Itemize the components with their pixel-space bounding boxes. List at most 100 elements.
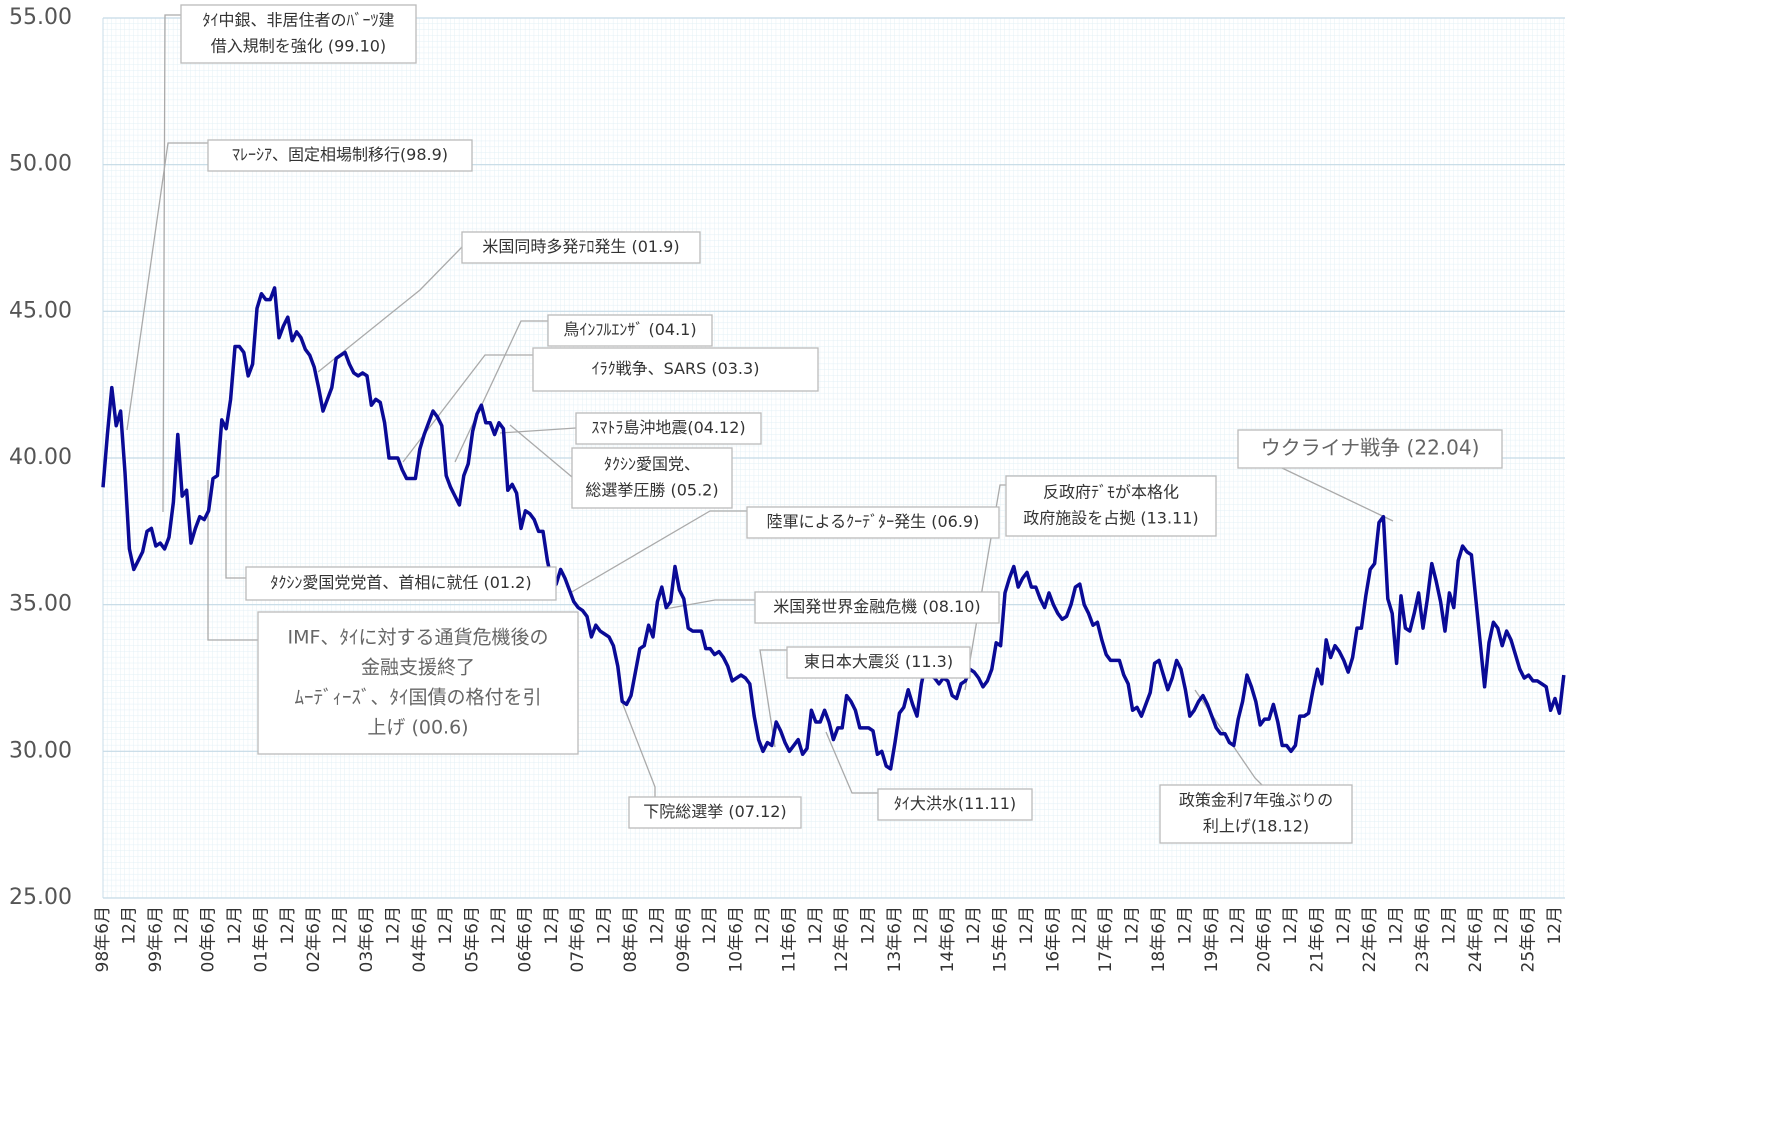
x-tick-label: 24年6月	[1466, 906, 1486, 972]
annotation-box	[877, 788, 1033, 821]
x-tick-label: 12月	[647, 906, 667, 945]
x-tick-label: 12月	[383, 906, 403, 945]
x-tick-label: 12月	[489, 906, 509, 945]
leader-line	[569, 510, 747, 594]
annotation-text: 米国発世界金融危機 (08.10)	[773, 597, 980, 616]
x-tick-label: 12月	[595, 906, 615, 945]
annotation-box	[461, 231, 701, 264]
annotation-text: 上げ (00.6)	[367, 717, 468, 739]
x-tick-label: 12月	[1070, 906, 1090, 945]
x-tick-label: 12月	[1492, 906, 1512, 945]
x-tick-label: 21年6月	[1307, 906, 1327, 972]
x-tick-label: 14年6月	[938, 906, 958, 972]
annotation-box	[571, 447, 733, 509]
leader-line	[509, 424, 573, 478]
annotation-box	[207, 139, 473, 172]
x-tick-label: 12月	[700, 906, 720, 945]
x-tick-label: 15年6月	[991, 906, 1011, 972]
leader-line	[499, 427, 577, 434]
annotation-box	[180, 4, 417, 64]
x-tick-label: 12月	[119, 906, 139, 945]
x-tick-label: 22年6月	[1360, 906, 1380, 972]
x-tick-label: 10年6月	[727, 906, 747, 972]
x-tick-label: 12月	[1175, 906, 1195, 945]
annotation-box	[547, 314, 713, 347]
x-tick-label: 16年6月	[1043, 906, 1063, 972]
annotation-text: 総選挙圧勝 (05.2)	[585, 481, 718, 500]
y-tick-label: 25.00	[9, 885, 72, 910]
leader-line	[126, 142, 208, 431]
x-tick-label: 12月	[1281, 906, 1301, 945]
x-tick-label: 08年6月	[621, 906, 641, 972]
y-tick-label: 40.00	[9, 445, 72, 470]
leader-line	[162, 14, 181, 513]
annotation-text: ﾑｰﾃﾞｨｰｽﾞ、ﾀｲ国債の格付を引	[294, 687, 541, 709]
leader-line	[402, 354, 533, 463]
y-tick-label: 55.00	[9, 5, 72, 30]
annotation-text: 政府施設を占拠 (13.11)	[1023, 509, 1198, 528]
leader-line	[825, 731, 878, 794]
annotation-text: ﾀｸｼﾝ愛国党、	[604, 455, 700, 474]
x-tick-label: 12月	[859, 906, 879, 945]
x-tick-label: 23年6月	[1413, 906, 1433, 972]
x-tick-label: 13年6月	[885, 906, 905, 972]
x-tick-label: 18年6月	[1149, 906, 1169, 972]
annotation-box	[1237, 429, 1503, 469]
x-tick-label: 12月	[806, 906, 826, 945]
annotation-text: 鳥ｲﾝﾌﾙｴﾝｻﾞ (04.1)	[563, 320, 696, 339]
x-tick-label: 20年6月	[1255, 906, 1275, 972]
x-tick-label: 12月	[911, 906, 931, 945]
annotation-text: ｽﾏﾄﾗ島沖地震(04.12)	[591, 418, 745, 437]
x-tick-label: 04年6月	[410, 906, 430, 972]
x-tick-label: 12月	[964, 906, 984, 945]
annotation-box	[245, 566, 557, 601]
x-tick-label: 12月	[1017, 906, 1037, 945]
leader-line	[1281, 467, 1394, 522]
x-tick-label: 19年6月	[1202, 906, 1222, 972]
y-tick-label: 45.00	[9, 298, 72, 323]
annotation-text: 米国同時多発ﾃﾛ発生 (01.9)	[482, 237, 679, 256]
y-tick-label: 30.00	[9, 738, 72, 763]
x-tick-label: 98年6月	[93, 906, 113, 972]
x-tick-label: 12月	[436, 906, 456, 945]
annotation-text: ﾀｲ大洪水(11.11)	[894, 794, 1016, 813]
leader-line	[621, 701, 656, 797]
leader-line	[207, 480, 258, 641]
annotation-text: 利上げ(18.12)	[1203, 817, 1309, 836]
annotation-text: IMF、ﾀｲに対する通貨危機後の	[288, 627, 549, 649]
x-tick-label: 02年6月	[304, 906, 324, 972]
annotation-box	[754, 591, 1000, 624]
x-tick-label: 06年6月	[515, 906, 535, 972]
annotation-box	[1159, 784, 1353, 844]
x-tick-label: 09年6月	[674, 906, 694, 972]
x-tick-label: 12月	[542, 906, 562, 945]
annotation-text: ﾀｸｼﾝ愛国党党首、首相に就任 (01.2)	[270, 573, 531, 592]
annotation-text: 金融支援終了	[361, 657, 475, 679]
annotation-text: 東日本大震災 (11.3)	[804, 652, 953, 671]
x-tick-label: 03年6月	[357, 906, 377, 972]
leader-line	[759, 649, 787, 748]
annotation-box	[532, 347, 819, 392]
leader-line	[1194, 689, 1263, 786]
annotation-box	[746, 506, 1000, 539]
annotation-text: ｲﾗｸ戦争、SARS (03.3)	[592, 359, 760, 378]
x-tick-label: 12月	[1387, 906, 1407, 945]
annotation-text: 借入規制を強化 (99.10)	[211, 37, 386, 56]
x-tick-label: 12年6月	[832, 906, 852, 972]
annotation-text: 陸軍によるｸｰﾃﾞﾀｰ発生 (06.9)	[767, 512, 980, 531]
x-tick-label: 12月	[278, 906, 298, 945]
x-tick-label: 00年6月	[199, 906, 219, 972]
x-tick-label: 12月	[1439, 906, 1459, 945]
annotation-box	[628, 796, 802, 829]
y-tick-label: 50.00	[9, 152, 72, 177]
x-tick-label: 11年6月	[779, 906, 799, 972]
leader-line	[664, 599, 755, 610]
annotation-text: ﾏﾚｰｼｱ、固定相場制移行(98.9)	[232, 145, 448, 164]
annotation-box	[257, 611, 579, 755]
annotation-text: ウクライナ戦争 (22.04)	[1261, 436, 1480, 460]
annotation-text: ﾀｲ中銀、非居住者のﾊﾞｰﾂ建	[202, 11, 394, 30]
x-tick-label: 99年6月	[146, 906, 166, 972]
annotation-text: 政策金利7年強ぶりの	[1179, 791, 1333, 810]
y-tick-label: 35.00	[9, 592, 72, 617]
leader-line	[317, 246, 463, 373]
